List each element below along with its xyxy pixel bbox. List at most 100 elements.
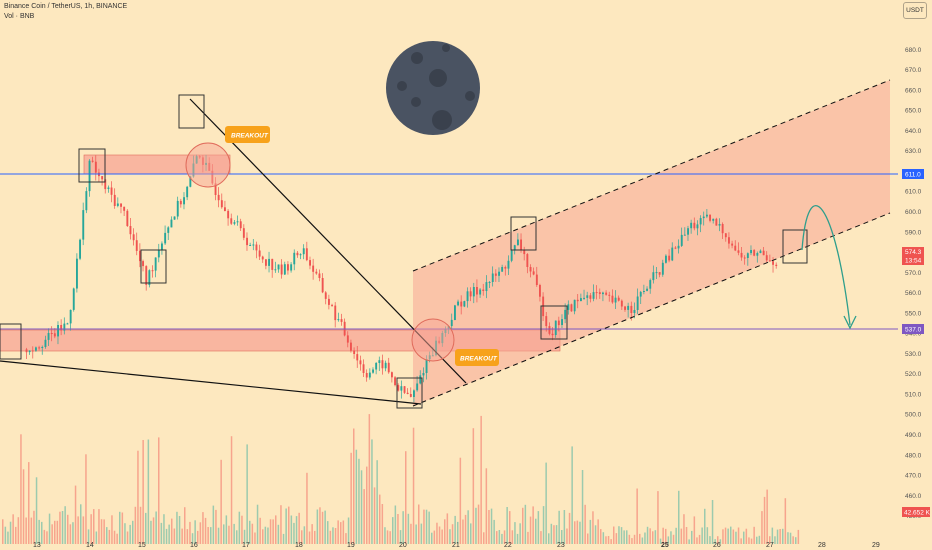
volume-bar	[329, 530, 332, 544]
candle-body	[101, 176, 104, 180]
candle-body	[142, 261, 144, 267]
volume-bar	[106, 527, 108, 544]
candle-body	[139, 250, 141, 262]
candle-body	[605, 292, 608, 295]
volume-bar	[483, 532, 485, 544]
time-tick-label: 27	[766, 542, 774, 549]
candle-body	[25, 349, 28, 353]
volume-bar	[701, 527, 703, 544]
volume-bar	[243, 529, 246, 544]
volume-bar	[480, 415, 482, 544]
volume-bar	[615, 533, 618, 544]
candle-body	[47, 333, 50, 340]
volume-bar	[470, 523, 472, 544]
candle-body	[315, 271, 318, 274]
time-tick-label: 26	[713, 542, 721, 549]
currency-badge[interactable]: USDT	[903, 2, 927, 19]
candle-body	[557, 320, 560, 326]
candle-body	[469, 291, 472, 297]
candle-body	[368, 372, 371, 378]
volume-bar	[347, 517, 350, 544]
candle-body	[734, 245, 737, 251]
volume-bar	[675, 527, 677, 544]
candle-body	[214, 183, 217, 195]
candle-body	[724, 233, 727, 238]
volume-bar	[249, 520, 251, 544]
volume-indicator-label: Vol · BNB	[4, 13, 35, 20]
candle-body	[677, 245, 680, 249]
candle-body	[230, 218, 233, 224]
volume-bar	[77, 516, 79, 544]
candle-body	[753, 250, 756, 256]
volume-bar	[576, 520, 579, 544]
candle-body	[598, 292, 601, 294]
volume-bar	[9, 521, 12, 544]
breakout-text-2: BREAKOUT	[460, 356, 498, 363]
candle-body	[391, 372, 393, 378]
volume-bar	[477, 504, 480, 544]
volume-bar	[38, 519, 40, 544]
volume-bar	[415, 524, 417, 544]
volume-bar	[579, 521, 581, 544]
candle-body	[772, 261, 774, 265]
candle-body	[249, 245, 252, 246]
volume-bar	[433, 530, 436, 544]
volume-bar	[636, 488, 638, 544]
volume-bar	[397, 514, 399, 544]
volume-bar	[225, 515, 228, 544]
volume-bar	[407, 513, 410, 544]
volume-bar	[230, 436, 233, 544]
candle-body	[356, 354, 359, 361]
moon-crater	[411, 52, 423, 64]
volume-bar	[176, 511, 178, 544]
candle-body	[280, 264, 283, 275]
candle-body	[161, 243, 163, 251]
price-axis[interactable]: 450.0460.0470.0480.0490.0500.0510.0520.0…	[898, 0, 932, 550]
volume-bar	[659, 538, 662, 544]
volume-bar	[633, 534, 636, 544]
time-tick-label: 19	[347, 542, 355, 549]
volume-bar	[303, 526, 306, 544]
volume-bar	[652, 531, 654, 544]
candle-body	[731, 243, 734, 246]
candle-body	[362, 364, 365, 373]
breakout-circle-1	[185, 142, 231, 188]
svg-text:611.0: 611.0	[905, 172, 921, 179]
volume-bar	[15, 526, 17, 544]
candle-body	[756, 253, 759, 256]
volume-bar	[402, 511, 404, 544]
time-axis[interactable]: 13 14 15 16 17 18 19 20 21 22 23 25 26 27 28 29	[33, 542, 880, 549]
candle-body	[148, 270, 151, 285]
volume-bar	[100, 519, 103, 544]
volume-bar	[150, 520, 152, 544]
candle-body	[466, 291, 469, 302]
highlight-box	[140, 249, 167, 284]
volume-bar	[301, 530, 303, 544]
candle-body	[94, 161, 97, 173]
price-tick-label: 500.0	[905, 412, 922, 419]
volume-bar	[587, 533, 589, 544]
candle-body	[365, 373, 368, 378]
time-tick-label: 16	[190, 542, 198, 549]
price-tick-label: 610.0	[905, 189, 922, 196]
candle-body	[614, 297, 617, 303]
candle-body	[539, 285, 541, 297]
price-tick-label: 520.0	[905, 371, 922, 378]
volume-bar	[355, 449, 358, 544]
svg-text:42.652 K: 42.652 K	[904, 510, 931, 517]
volume-bar	[181, 528, 183, 544]
candle-body	[715, 218, 718, 226]
moon-crater	[442, 44, 450, 52]
level-tag-537: 537.0	[902, 324, 924, 334]
volume-bar	[446, 513, 449, 544]
highlight-box	[782, 229, 808, 264]
candle-body	[91, 160, 94, 162]
volume-bar	[386, 530, 389, 544]
volume-bar	[384, 527, 386, 544]
volume-bar	[160, 522, 163, 544]
moon-crater	[397, 81, 407, 91]
candle-body	[652, 272, 655, 281]
candle-body	[387, 362, 390, 373]
